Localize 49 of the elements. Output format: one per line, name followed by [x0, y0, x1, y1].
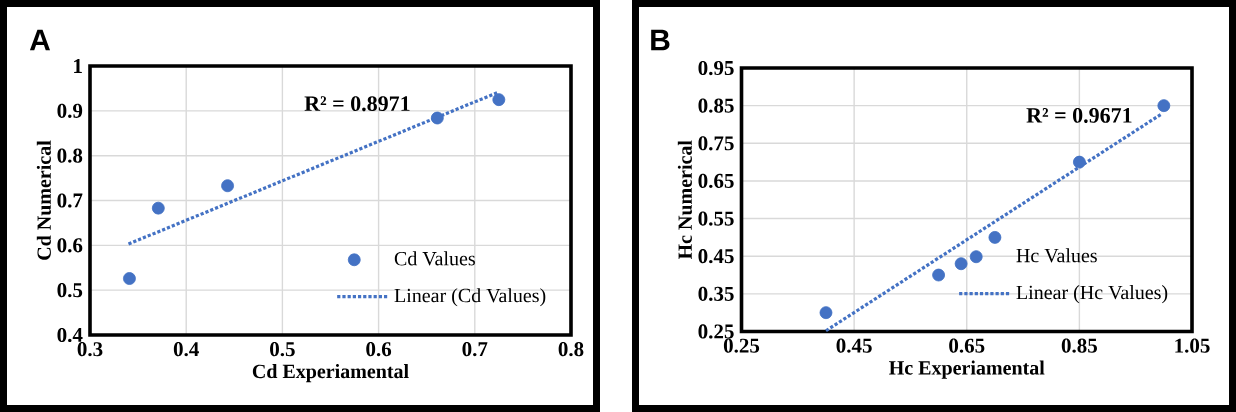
legend-label: Hc Values	[1016, 248, 1097, 263]
point	[1157, 99, 1171, 113]
point	[123, 272, 136, 285]
point	[151, 201, 165, 215]
point	[492, 93, 506, 107]
point	[430, 111, 444, 125]
x-axis-title: Cd Experiamental	[252, 364, 409, 383]
x-tick-label: 0.3	[77, 342, 103, 357]
point	[932, 268, 945, 282]
y-tick-label: 0.7	[57, 193, 83, 208]
y-tick-label: 0.8	[57, 148, 83, 163]
point	[988, 231, 1002, 244]
x-tick-label: 0.25	[723, 338, 760, 353]
chart-title: B	[651, 29, 670, 51]
annotation: R² = 0.9671	[1026, 107, 1132, 123]
x-tick-label: 0.7	[462, 342, 488, 357]
y-tick-label: 0.45	[698, 249, 734, 264]
y-tick-label: 0.85	[698, 98, 734, 113]
legend-label: Cd Values	[394, 251, 475, 266]
legend-label: Linear (Cd Values)	[394, 288, 546, 307]
x-tick-label: 0.5	[270, 342, 295, 357]
y-tick-label: 0.55	[698, 211, 734, 226]
y-tick-label: 0.9	[57, 103, 83, 118]
y-axis-title: Cd Numerical	[36, 140, 51, 260]
x-tick-label: 1.05	[1175, 338, 1210, 353]
y-tick-label: 0.4	[57, 327, 83, 343]
annotation: R² = 0.8971	[304, 96, 410, 112]
x-axis-title: Hc Experiamental	[889, 360, 1045, 379]
y-tick-label: 0.35	[698, 286, 734, 301]
y-tick-label: 1	[74, 59, 82, 73]
y-tick-label: 0.75	[698, 136, 734, 151]
y-axis-title: Hc Numerical	[677, 140, 692, 260]
point	[221, 179, 234, 193]
x-tick-label: 0.45	[836, 338, 872, 353]
y-tick-label: 0.5	[57, 283, 83, 298]
x-tick-label: 0.4	[173, 342, 199, 357]
legend-label: Linear (Hc Values)	[1016, 285, 1168, 304]
x-tick-label: 0.65	[949, 338, 985, 353]
y-tick-label: 0.95	[698, 60, 734, 76]
chart-title: A	[29, 29, 51, 51]
x-tick-label: 0.6	[366, 342, 392, 357]
point	[1072, 155, 1086, 169]
point	[954, 257, 968, 271]
x-tick-label: 0.85	[1061, 338, 1097, 353]
x-tick-label: 0.8	[558, 342, 584, 357]
y-tick-label: 0.25	[698, 324, 734, 339]
point	[819, 306, 833, 320]
y-tick-label: 0.65	[698, 173, 734, 189]
y-tick-label: 0.6	[57, 238, 83, 253]
